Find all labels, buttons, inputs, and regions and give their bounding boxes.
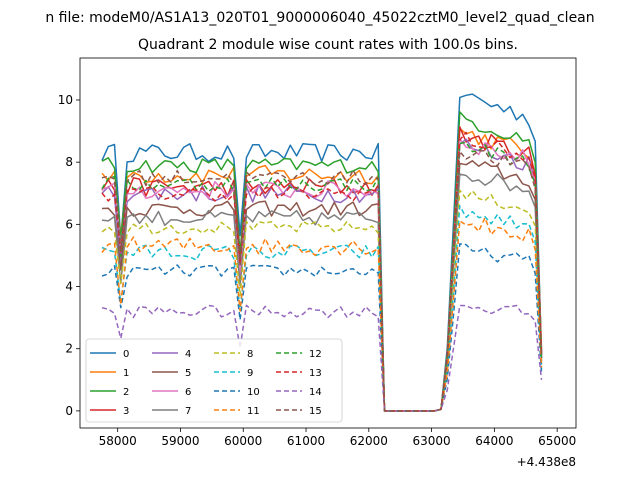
- legend-label-15: 15: [309, 406, 322, 417]
- series-line-0: [101, 93, 543, 412]
- legend-label-13: 13: [309, 368, 322, 379]
- legend-label-8: 8: [247, 349, 253, 360]
- series-line-15: [101, 150, 543, 412]
- legend-label-0: 0: [123, 349, 129, 360]
- legend-label-5: 5: [185, 368, 191, 379]
- legend-label-1: 1: [123, 368, 129, 379]
- series-line-3: [101, 126, 543, 412]
- legend-label-6: 6: [185, 387, 191, 398]
- x-tick-label: 62000: [350, 434, 388, 448]
- legend-label-3: 3: [123, 406, 129, 417]
- axes-frame: [79, 57, 577, 429]
- series-line-14: [101, 304, 543, 412]
- plot-area: [101, 93, 543, 412]
- series-line-13: [101, 131, 543, 412]
- x-tick-label: 64000: [475, 434, 513, 448]
- legend-frame: [85, 338, 343, 423]
- x-tick-label: 58000: [99, 434, 137, 448]
- series-line-5: [101, 160, 543, 412]
- y-tick-label: 2: [65, 342, 73, 356]
- series-line-12: [101, 141, 543, 412]
- legend-label-2: 2: [123, 387, 129, 398]
- figure-suptitle: n file: modeM0/AS1A13_020T01_9000006040_…: [45, 10, 594, 26]
- x-axis: 58000 59000 60000 61000 62000 63000 64000 65000: [99, 428, 576, 448]
- x-tick-label: 61000: [287, 434, 325, 448]
- legend-label-7: 7: [185, 406, 191, 417]
- y-tick-label: 0: [65, 404, 73, 418]
- x-tick-label: 65000: [538, 434, 576, 448]
- legend-label-11: 11: [247, 406, 260, 417]
- legend-label-12: 12: [309, 349, 322, 360]
- series-line-9: [101, 205, 543, 412]
- legend-label-14: 14: [309, 387, 322, 398]
- y-tick-label: 4: [65, 280, 73, 294]
- legend-label-10: 10: [247, 387, 260, 398]
- x-tick-label: 59000: [161, 434, 199, 448]
- legend-label-4: 4: [185, 349, 191, 360]
- x-tick-label: 63000: [413, 434, 451, 448]
- legend-label-9: 9: [247, 368, 253, 379]
- series-line-10: [101, 243, 543, 412]
- x-tick-label: 60000: [224, 434, 262, 448]
- y-tick-label: 6: [65, 217, 73, 231]
- x-offset-label: +4.438e8: [517, 455, 576, 469]
- series-line-7: [101, 173, 543, 412]
- series-line-8: [101, 189, 543, 412]
- series-line-4: [101, 138, 543, 412]
- series-line-1: [101, 127, 543, 412]
- chart-title: Quadrant 2 module wise count rates with …: [138, 37, 518, 53]
- y-tick-label: 10: [58, 93, 73, 107]
- series-line-2: [101, 111, 543, 412]
- y-axis: 0 2 4 6 8 10: [58, 93, 80, 418]
- series-line-6: [101, 138, 543, 412]
- y-tick-label: 8: [65, 155, 73, 169]
- series-line-11: [101, 217, 543, 412]
